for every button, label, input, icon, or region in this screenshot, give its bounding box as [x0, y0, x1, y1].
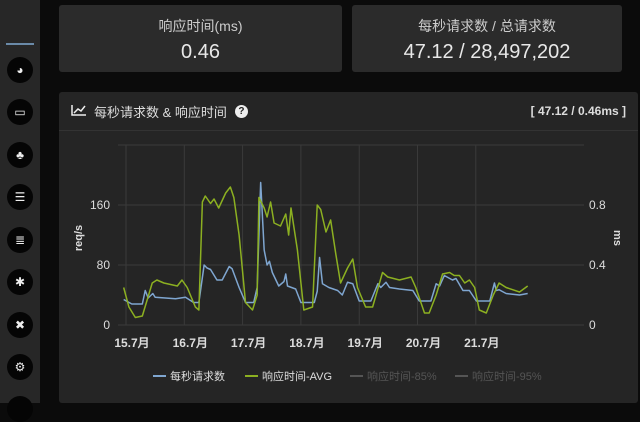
sidebar-active-indicator: [6, 43, 34, 45]
laptop-icon[interactable]: ▭: [7, 99, 33, 125]
y2-tick-label: 0.8: [589, 198, 606, 212]
dashboard-icon[interactable]: ◕: [7, 57, 33, 83]
card-value: 0.46: [181, 41, 220, 63]
database-icon[interactable]: ≣: [7, 227, 33, 253]
y-tick-label: 160: [90, 198, 110, 212]
x-tick-label: 19.7月: [348, 336, 383, 350]
x-tick-label: 20.7月: [406, 336, 441, 350]
x-tick-label: 21.7月: [464, 336, 499, 350]
panel-summary: [ 47.12 / 0.46ms ]: [530, 104, 626, 118]
line-chart-icon: [71, 104, 87, 119]
legend-item: 响应时间-95%: [472, 369, 542, 383]
help-icon[interactable]: ?: [234, 104, 248, 118]
x-tick-label: 15.7月: [114, 336, 149, 350]
x-tick-label: 17.7月: [231, 336, 266, 350]
chart: 15.7月 16.7月 17.7月 18.7月 19.7月 20.7月 21.7月 0 80 16…: [73, 144, 623, 383]
list-icon[interactable]: ☰: [7, 184, 33, 210]
series-line-1: [122, 186, 529, 319]
panel-header: 每秒请求数 & 响应时间 ? [ 47.12 / 0.46ms ]: [59, 92, 638, 131]
requests-card: 每秒请求数 / 总请求数 47.12 / 28,497,202: [352, 5, 622, 72]
x-tick-label: 16.7月: [173, 336, 208, 350]
response-time-card: 响应时间(ms) 0.46: [59, 5, 342, 72]
bug-icon[interactable]: ✱: [7, 269, 33, 295]
panel-title: 每秒请求数 & 响应时间: [94, 104, 227, 120]
legend-item: 响应时间-AVG: [262, 369, 332, 383]
sitemap-icon[interactable]: ♣: [7, 142, 33, 168]
x-tick-label: 18.7月: [289, 336, 324, 350]
series-line-0: [123, 181, 528, 305]
y-tick-label: 80: [97, 258, 111, 272]
y-tick-label: 0: [103, 318, 110, 332]
chart-panel: 每秒请求数 & 响应时间 ? [ 47.12 / 0.46ms ]: [59, 92, 638, 403]
y2-axis-label: ms: [611, 230, 623, 246]
y2-tick-label: 0: [589, 318, 596, 332]
sidebar: ◕ ▭ ♣ ☰ ≣ ✱ ✖ ⚙: [0, 0, 40, 422]
legend-item: 每秒请求数: [170, 369, 225, 383]
cogs-icon[interactable]: ⚙: [7, 354, 33, 380]
y2-tick-label: 0.4: [589, 258, 606, 272]
card-label: 响应时间(ms): [158, 18, 243, 34]
y-axis-label: req/s: [73, 225, 85, 251]
card-value: 47.12 / 28,497,202: [403, 41, 571, 63]
legend-item: 响应时间-85%: [367, 369, 437, 383]
card-label: 每秒请求数 / 总请求数: [418, 18, 556, 34]
close-circle-icon[interactable]: ✖: [7, 312, 33, 338]
